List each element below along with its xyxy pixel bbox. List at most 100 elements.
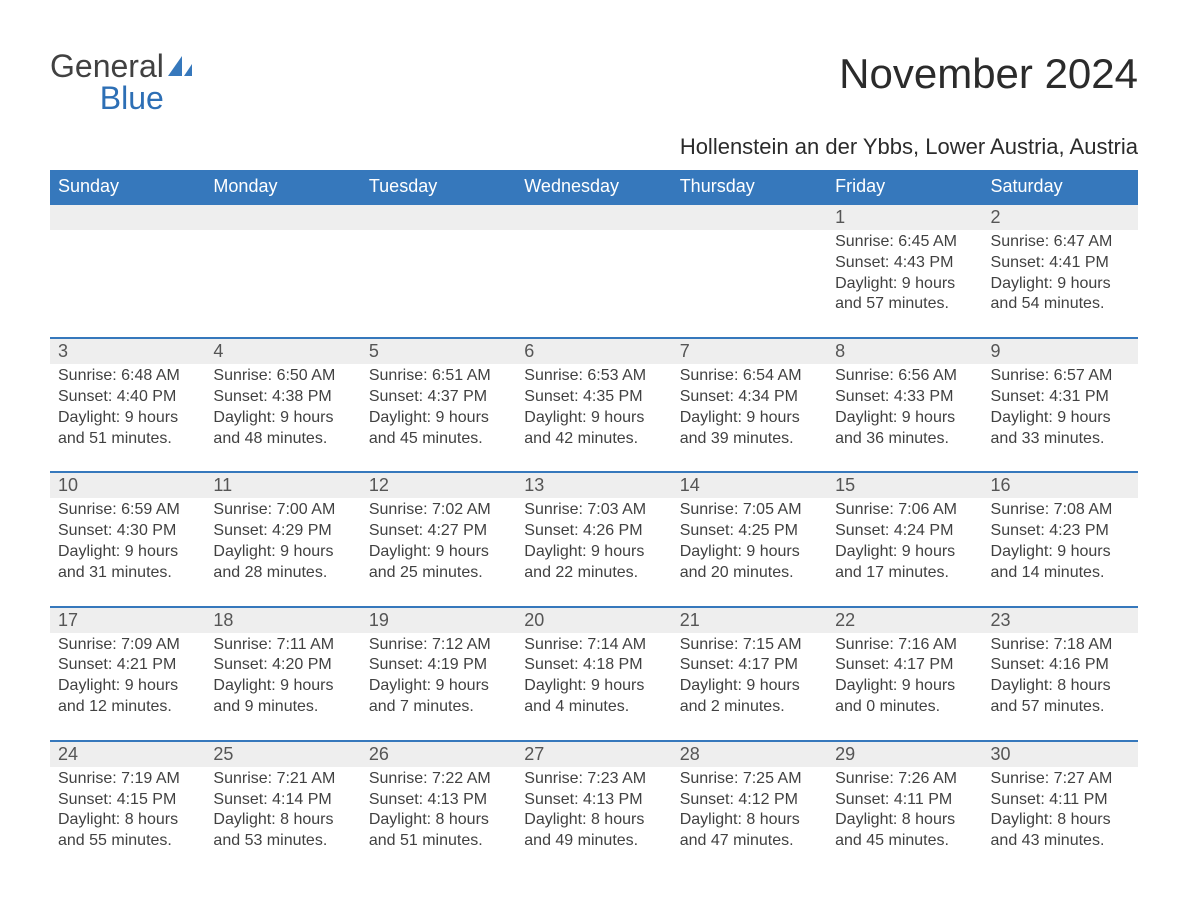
- date-cell: 5: [361, 339, 516, 364]
- day-header-row: SundayMondayTuesdayWednesdayThursdayFrid…: [50, 170, 1138, 203]
- daylight-line: Daylight: 9 hours and 33 minutes.: [991, 408, 1130, 450]
- sunset-line: Sunset: 4:23 PM: [991, 521, 1130, 542]
- sunset-line: Sunset: 4:17 PM: [680, 655, 819, 676]
- daylight-line: Daylight: 9 hours and 25 minutes.: [369, 542, 508, 584]
- info-cell: Sunrise: 7:19 AMSunset: 4:15 PMDaylight:…: [50, 767, 205, 854]
- sunset-line: Sunset: 4:18 PM: [524, 655, 663, 676]
- sunrise-line: Sunrise: 6:47 AM: [991, 232, 1130, 253]
- logo-sail-icon: [168, 56, 192, 80]
- date-cell: 16: [983, 473, 1138, 498]
- date-cell: 2: [983, 205, 1138, 230]
- date-cell: 21: [672, 608, 827, 633]
- sunrise-line: Sunrise: 6:53 AM: [524, 366, 663, 387]
- info-cell: Sunrise: 6:59 AMSunset: 4:30 PMDaylight:…: [50, 498, 205, 585]
- date-cell: [672, 205, 827, 230]
- daylight-line: Daylight: 9 hours and 51 minutes.: [58, 408, 197, 450]
- sunrise-line: Sunrise: 7:18 AM: [991, 635, 1130, 656]
- sunrise-line: Sunrise: 7:02 AM: [369, 500, 508, 521]
- daylight-line: Daylight: 9 hours and 57 minutes.: [835, 274, 974, 316]
- logo-text: General Blue: [50, 50, 164, 114]
- info-cell: [516, 230, 671, 317]
- daylight-line: Daylight: 8 hours and 51 minutes.: [369, 810, 508, 852]
- sunset-line: Sunset: 4:13 PM: [369, 790, 508, 811]
- daylight-line: Daylight: 9 hours and 22 minutes.: [524, 542, 663, 584]
- date-row: 24252627282930: [50, 742, 1138, 767]
- date-cell: [361, 205, 516, 230]
- day-header-saturday: Saturday: [983, 170, 1138, 203]
- daylight-line: Daylight: 9 hours and 39 minutes.: [680, 408, 819, 450]
- sunset-line: Sunset: 4:30 PM: [58, 521, 197, 542]
- daylight-line: Daylight: 8 hours and 47 minutes.: [680, 810, 819, 852]
- info-row: Sunrise: 7:19 AMSunset: 4:15 PMDaylight:…: [50, 767, 1138, 874]
- info-cell: Sunrise: 7:08 AMSunset: 4:23 PMDaylight:…: [983, 498, 1138, 585]
- sunset-line: Sunset: 4:37 PM: [369, 387, 508, 408]
- sunrise-line: Sunrise: 7:15 AM: [680, 635, 819, 656]
- sunrise-line: Sunrise: 7:05 AM: [680, 500, 819, 521]
- info-row: Sunrise: 6:48 AMSunset: 4:40 PMDaylight:…: [50, 364, 1138, 471]
- date-cell: 8: [827, 339, 982, 364]
- info-cell: Sunrise: 7:26 AMSunset: 4:11 PMDaylight:…: [827, 767, 982, 854]
- info-cell: Sunrise: 6:51 AMSunset: 4:37 PMDaylight:…: [361, 364, 516, 451]
- daylight-line: Daylight: 9 hours and 0 minutes.: [835, 676, 974, 718]
- sunset-line: Sunset: 4:21 PM: [58, 655, 197, 676]
- date-cell: 3: [50, 339, 205, 364]
- day-header-tuesday: Tuesday: [361, 170, 516, 203]
- date-row: 3456789: [50, 339, 1138, 364]
- week-0: 12Sunrise: 6:45 AMSunset: 4:43 PMDayligh…: [50, 203, 1138, 337]
- info-cell: Sunrise: 6:57 AMSunset: 4:31 PMDaylight:…: [983, 364, 1138, 451]
- date-cell: 22: [827, 608, 982, 633]
- sunset-line: Sunset: 4:19 PM: [369, 655, 508, 676]
- sunrise-line: Sunrise: 6:45 AM: [835, 232, 974, 253]
- date-row: 17181920212223: [50, 608, 1138, 633]
- daylight-line: Daylight: 8 hours and 55 minutes.: [58, 810, 197, 852]
- date-cell: 28: [672, 742, 827, 767]
- info-row: Sunrise: 6:59 AMSunset: 4:30 PM Daylight:…: [50, 498, 1138, 605]
- sunrise-line: Sunrise: 7:03 AM: [524, 500, 663, 521]
- info-cell: Sunrise: 7:02 AMSunset: 4:27 PMDaylight:…: [361, 498, 516, 585]
- info-cell: Sunrise: 6:47 AMSunset: 4:41 PMDaylight:…: [983, 230, 1138, 317]
- info-cell: Sunrise: 7:27 AMSunset: 4:11 PMDaylight:…: [983, 767, 1138, 854]
- info-cell: Sunrise: 7:21 AMSunset: 4:14 PMDaylight:…: [205, 767, 360, 854]
- logo: General Blue: [50, 50, 192, 114]
- daylight-line: Daylight: 9 hours and 4 minutes.: [524, 676, 663, 718]
- sunrise-line: Sunrise: 7:14 AM: [524, 635, 663, 656]
- weeks-container: 12Sunrise: 6:45 AMSunset: 4:43 PMDayligh…: [50, 203, 1138, 874]
- daylight-line: Daylight: 9 hours and 48 minutes.: [213, 408, 352, 450]
- date-cell: [516, 205, 671, 230]
- sunset-line: Sunset: 4:41 PM: [991, 253, 1130, 274]
- sunrise-line: Sunrise: 7:19 AM: [58, 769, 197, 790]
- info-cell: [361, 230, 516, 317]
- info-cell: Sunrise: 7:12 AMSunset: 4:19 PMDaylight:…: [361, 633, 516, 720]
- daylight-line: Daylight: 8 hours and 43 minutes.: [991, 810, 1130, 852]
- date-cell: 1: [827, 205, 982, 230]
- info-cell: Sunrise: 6:56 AMSunset: 4:33 PMDaylight:…: [827, 364, 982, 451]
- date-cell: 23: [983, 608, 1138, 633]
- calendar: SundayMondayTuesdayWednesdayThursdayFrid…: [50, 170, 1138, 874]
- date-cell: 26: [361, 742, 516, 767]
- sunrise-line: Sunrise: 7:12 AM: [369, 635, 508, 656]
- daylight-line: Daylight: 8 hours and 57 minutes.: [991, 676, 1130, 718]
- sunrise-line: Sunrise: 7:23 AM: [524, 769, 663, 790]
- info-cell: Sunrise: 6:54 AMSunset: 4:34 PMDaylight:…: [672, 364, 827, 451]
- info-cell: Sunrise: 7:15 AMSunset: 4:17 PMDaylight:…: [672, 633, 827, 720]
- sunset-line: Sunset: 4:27 PM: [369, 521, 508, 542]
- sunrise-line: Sunrise: 7:00 AM: [213, 500, 352, 521]
- daylight-line: Daylight: 9 hours and 14 minutes.: [991, 542, 1130, 584]
- sunrise-line: Sunrise: 6:50 AM: [213, 366, 352, 387]
- location-label: Hollenstein an der Ybbs, Lower Austria, …: [50, 134, 1138, 160]
- date-cell: [50, 205, 205, 230]
- sunrise-line: Sunrise: 7:21 AM: [213, 769, 352, 790]
- sunset-line: Sunset: 4:11 PM: [835, 790, 974, 811]
- daylight-line: Daylight: 9 hours and 36 minutes.: [835, 408, 974, 450]
- date-cell: 24: [50, 742, 205, 767]
- sunrise-line: Sunrise: 6:59 AM: [58, 500, 197, 521]
- date-cell: 4: [205, 339, 360, 364]
- date-cell: 19: [361, 608, 516, 633]
- info-cell: Sunrise: 7:14 AMSunset: 4:18 PMDaylight:…: [516, 633, 671, 720]
- daylight-line: Daylight: 9 hours and 9 minutes.: [213, 676, 352, 718]
- date-cell: 25: [205, 742, 360, 767]
- sunrise-line: Sunrise: 7:22 AM: [369, 769, 508, 790]
- sunrise-line: Sunrise: 6:57 AM: [991, 366, 1130, 387]
- sunrise-line: Sunrise: 6:54 AM: [680, 366, 819, 387]
- logo-line2: Blue: [50, 82, 164, 114]
